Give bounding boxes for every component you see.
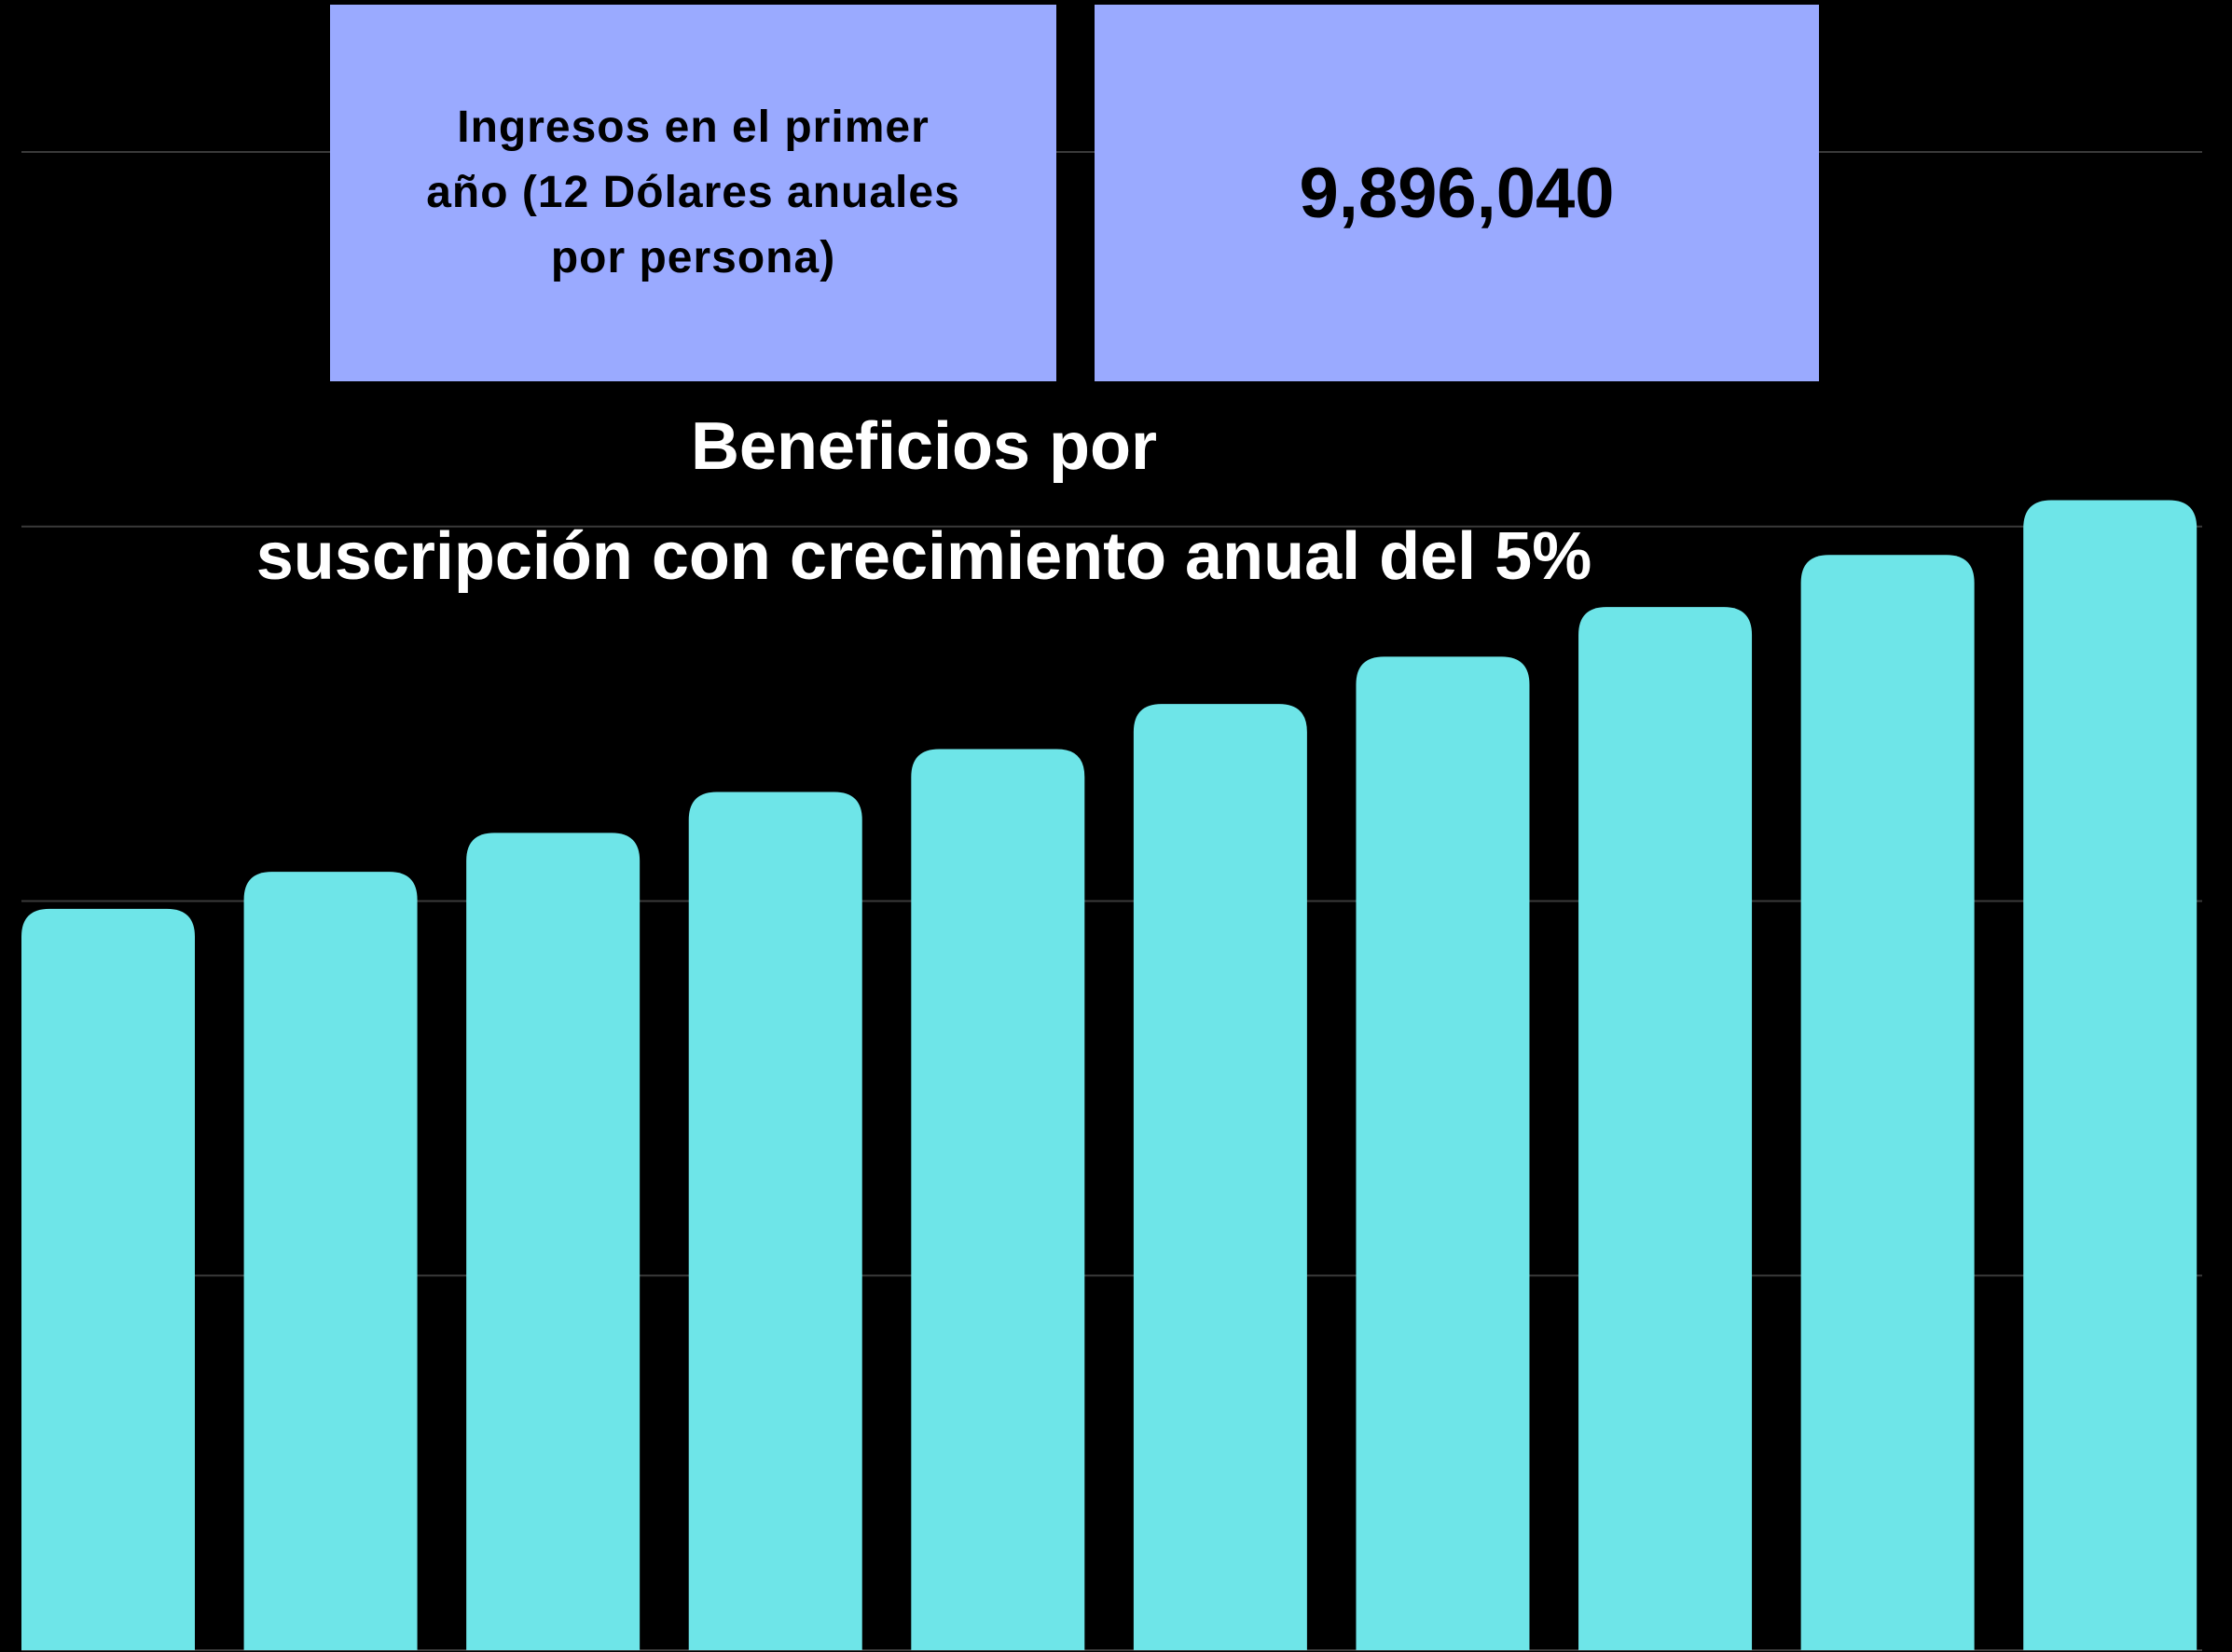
bar [1356,656,1530,1650]
bar [1133,704,1307,1650]
info-label: Ingresos en el primer año (12 Dólares an… [330,5,1056,381]
bar [2023,500,2198,1650]
bar [243,872,418,1650]
bar [911,749,1085,1650]
chart-title: Beneficios por suscripción con crecimien… [255,409,1592,594]
bar [1578,607,1753,1650]
bar [21,908,195,1650]
bar [1800,555,1975,1650]
bar [466,833,641,1650]
info-value: 9,896,040 [1095,5,1819,381]
bar [688,792,862,1650]
